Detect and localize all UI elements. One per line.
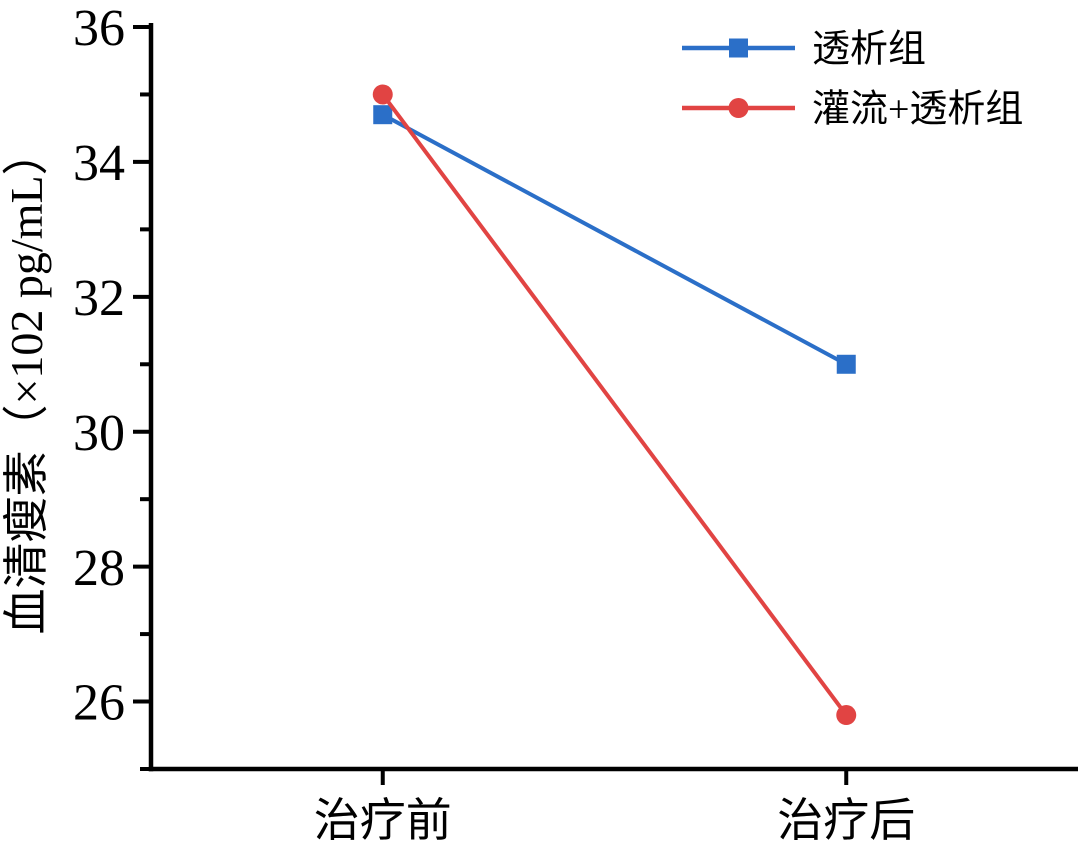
data-point-marker bbox=[836, 354, 856, 374]
y-tick-label: 34 bbox=[73, 135, 125, 192]
series-line-1 bbox=[381, 93, 848, 717]
plot-area: 26 28 30 32 34 36 治疗前 治疗后 bbox=[73, 0, 1078, 846]
legend-marker bbox=[729, 38, 748, 58]
legend-item: 灌流+透析组 bbox=[682, 88, 1023, 130]
legend-label: 透析组 bbox=[812, 28, 926, 70]
legend-marker bbox=[728, 98, 749, 118]
legend-item: 透析组 bbox=[682, 28, 926, 70]
y-tick-label: 36 bbox=[73, 0, 125, 57]
y-tick-label: 32 bbox=[73, 270, 125, 327]
series-0 bbox=[373, 105, 856, 374]
legend-label: 灌流+透析组 bbox=[812, 88, 1023, 130]
series-1 bbox=[372, 84, 857, 726]
x-tick-label: 治疗前 bbox=[314, 795, 452, 846]
series-line-0 bbox=[381, 112, 848, 367]
data-point-marker bbox=[836, 705, 857, 726]
y-tick-label: 30 bbox=[73, 405, 125, 462]
y-tick-label: 26 bbox=[73, 675, 125, 732]
data-point-marker bbox=[372, 84, 393, 105]
y-axis-title: 血清瘦素（×102 pg/mL） bbox=[1, 129, 52, 634]
y-tick-label: 28 bbox=[73, 540, 125, 597]
data-point-marker bbox=[373, 105, 393, 125]
x-tick-label: 治疗后 bbox=[777, 795, 915, 846]
